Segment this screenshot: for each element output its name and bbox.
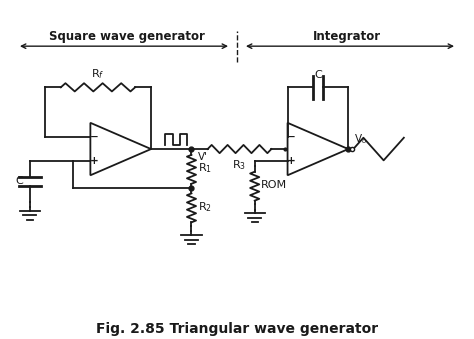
Text: −: − <box>287 132 296 142</box>
Text: Fig. 2.85 Triangular wave generator: Fig. 2.85 Triangular wave generator <box>96 322 378 336</box>
Text: +: + <box>287 156 296 166</box>
Text: R$_2$: R$_2$ <box>198 200 212 214</box>
Text: V': V' <box>198 152 208 162</box>
Text: C: C <box>314 70 322 80</box>
Text: −: − <box>90 132 99 142</box>
Text: Square wave generator: Square wave generator <box>49 29 205 43</box>
Text: +: + <box>90 156 99 166</box>
Text: R$_1$: R$_1$ <box>198 161 212 175</box>
Text: V$_o$: V$_o$ <box>354 133 368 146</box>
Text: Integrator: Integrator <box>313 29 381 43</box>
Text: R$_3$: R$_3$ <box>232 158 246 172</box>
Text: R$_f$: R$_f$ <box>91 67 105 81</box>
Text: ROM: ROM <box>261 180 287 190</box>
Text: C: C <box>16 176 24 186</box>
